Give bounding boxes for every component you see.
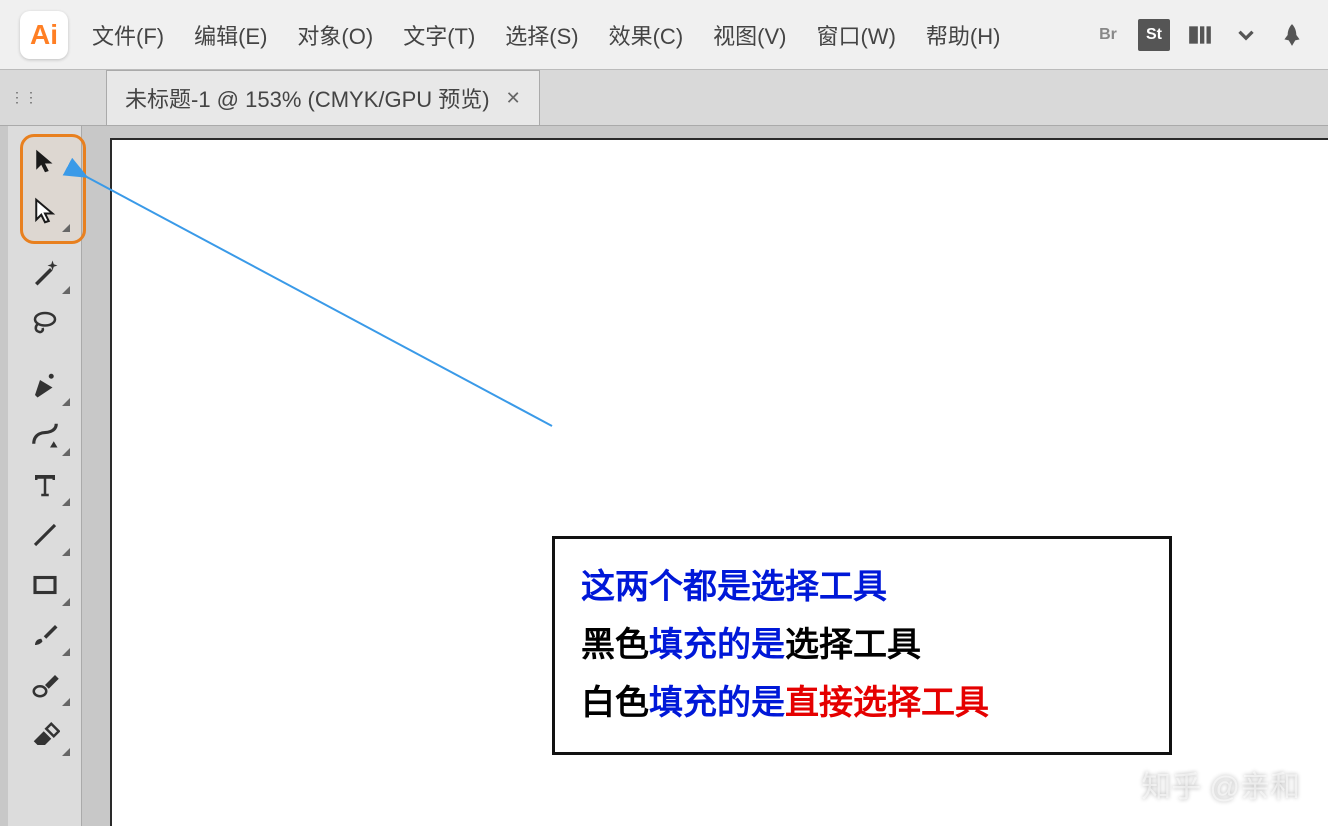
menu-effect[interactable]: 效果(C)	[603, 15, 690, 55]
line-segment-tool[interactable]	[16, 510, 74, 560]
wand-icon	[30, 258, 60, 288]
bridge-icon-label: Br	[1099, 26, 1117, 44]
selection-tool[interactable]	[16, 136, 74, 186]
menu-file[interactable]: 文件(F)	[86, 15, 170, 55]
annotation-line3-seg2: 填充的是	[649, 684, 785, 722]
annotation-line-2: 黑色填充的是选择工具	[581, 617, 1143, 675]
menu-view[interactable]: 视图(V)	[707, 15, 792, 55]
annotation-line2-seg1: 黑色	[581, 626, 649, 664]
line-icon	[30, 520, 60, 550]
pen-tool[interactable]	[16, 360, 74, 410]
bridge-icon[interactable]: Br	[1092, 19, 1124, 51]
menu-edit[interactable]: 编辑(E)	[188, 15, 273, 55]
document-tab-title: 未标题-1 @ 153% (CMYK/GPU 预览)	[125, 82, 490, 114]
annotation-line2-seg2: 填充的是	[649, 626, 785, 664]
app-logo: Ai	[20, 11, 68, 59]
paintbrush-tool[interactable]	[16, 610, 74, 660]
direct-selection-tool[interactable]	[16, 186, 74, 236]
cursor-white-icon	[30, 196, 60, 226]
work-area: 这两个都是选择工具 黑色填充的是选择工具 白色填充的是直接选择工具	[0, 126, 1328, 826]
rect-icon	[30, 570, 60, 600]
annotation-line2-seg3: 选择工具	[785, 626, 921, 664]
pen-icon	[30, 370, 60, 400]
document-tab-bar: ⋮⋮ 未标题-1 @ 153% (CMYK/GPU 预览) ✕	[0, 70, 1328, 126]
curvature-icon	[30, 420, 60, 450]
annotation-line-1: 这两个都是选择工具	[581, 559, 1143, 617]
document-tab[interactable]: 未标题-1 @ 153% (CMYK/GPU 预览) ✕	[106, 70, 540, 125]
menu-type[interactable]: 文字(T)	[397, 15, 481, 55]
tab-grip-icon[interactable]: ⋮⋮	[12, 70, 36, 125]
blob-icon	[30, 670, 60, 700]
annotation-box: 这两个都是选择工具 黑色填充的是选择工具 白色填充的是直接选择工具	[552, 536, 1172, 755]
stock-icon[interactable]: St	[1138, 19, 1170, 51]
menu-bar: Ai 文件(F) 编辑(E) 对象(O) 文字(T) 选择(S) 效果(C) 视…	[0, 0, 1328, 70]
lasso-icon	[30, 308, 60, 338]
app-logo-text: Ai	[30, 19, 58, 51]
rectangle-tool[interactable]	[16, 560, 74, 610]
curvature-tool[interactable]	[16, 410, 74, 460]
menu-object[interactable]: 对象(O)	[291, 15, 379, 55]
arrange-documents-icon[interactable]	[1184, 19, 1216, 51]
menu-select[interactable]: 选择(S)	[499, 15, 584, 55]
type-tool[interactable]	[16, 460, 74, 510]
lasso-tool[interactable]	[16, 298, 74, 348]
type-icon	[30, 470, 60, 500]
gpu-rocket-icon[interactable]	[1276, 19, 1308, 51]
cursor-black-icon	[30, 146, 60, 176]
eraser-icon	[30, 720, 60, 750]
menubar-right: Br St	[1092, 19, 1308, 51]
eraser-tool[interactable]	[16, 710, 74, 760]
chevron-down-icon[interactable]	[1230, 19, 1262, 51]
menu-help[interactable]: 帮助(H)	[920, 15, 1007, 55]
tools-panel	[8, 126, 82, 826]
blob-brush-tool[interactable]	[16, 660, 74, 710]
watermark: 知乎 @亲和	[1141, 762, 1300, 806]
menu-window[interactable]: 窗口(W)	[810, 15, 901, 55]
brush-icon	[30, 620, 60, 650]
annotation-line3-seg1: 白色	[581, 684, 649, 722]
annotation-line-3: 白色填充的是直接选择工具	[581, 675, 1143, 733]
annotation-line1-text: 这两个都是选择工具	[581, 568, 887, 606]
stock-icon-label: St	[1146, 26, 1162, 44]
tab-close-button[interactable]: ✕	[506, 88, 521, 109]
magic-wand-tool[interactable]	[16, 248, 74, 298]
annotation-line3-seg3: 直接选择工具	[785, 684, 989, 722]
